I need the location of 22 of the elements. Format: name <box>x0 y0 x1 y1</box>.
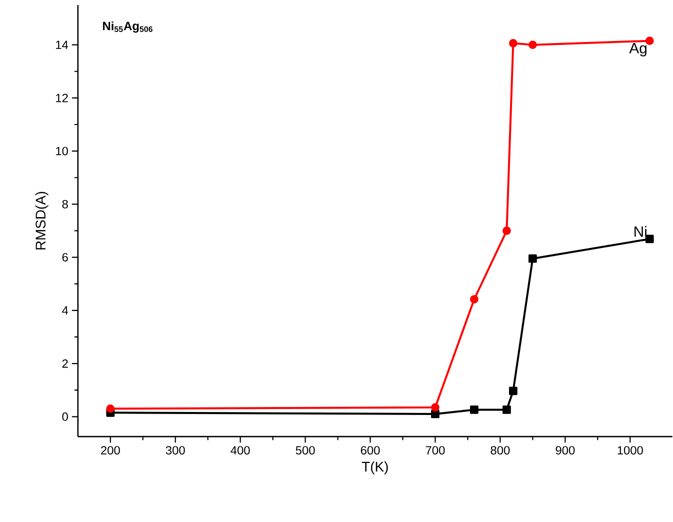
y-tick-label: 10 <box>56 146 68 156</box>
x-tick-label: 400 <box>230 446 250 454</box>
y-tick-label: 14 <box>56 40 68 49</box>
series-label: Ag <box>629 42 646 56</box>
y-tick-label: 0 <box>62 412 68 421</box>
y-tick-label: 4 <box>62 306 68 314</box>
x-tick-label: 800 <box>490 446 510 454</box>
y-tick-label: 8 <box>62 200 68 208</box>
x-tick-label: 200 <box>101 446 120 454</box>
x-tick-label: 600 <box>360 446 380 454</box>
x-axis-title: T(K) <box>362 461 388 474</box>
series-label: Ni <box>634 226 646 237</box>
x-tick-label: 500 <box>296 446 315 454</box>
y-tick-label: 12 <box>56 94 68 102</box>
x-tick-label: 1000 <box>618 446 643 454</box>
x-tick-label: 700 <box>426 446 445 454</box>
x-tick-label: 900 <box>556 446 575 454</box>
y-tick-label: 6 <box>62 252 68 262</box>
x-tick-label: 300 <box>166 446 185 454</box>
y-axis-title: RMSD(A) <box>35 192 48 250</box>
y-tick-label: 2 <box>62 359 68 368</box>
text: Ni$_{55}$Ag$_{506}$ <box>103 21 152 32</box>
